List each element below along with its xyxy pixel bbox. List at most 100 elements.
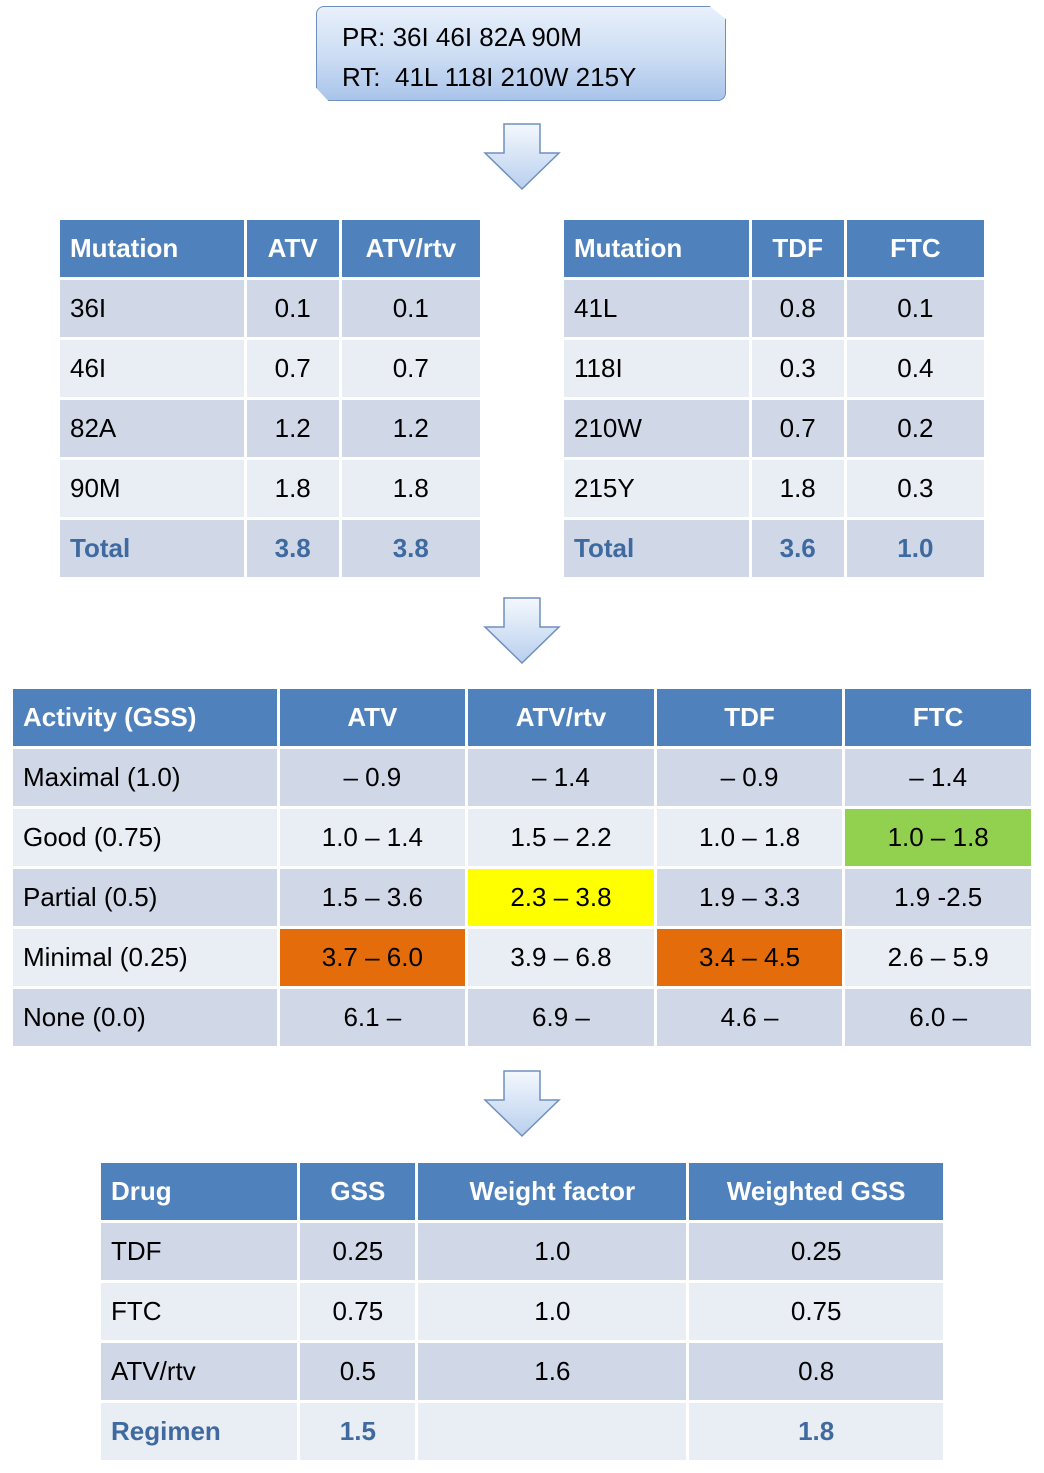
total-label: Regimen bbox=[101, 1403, 298, 1460]
column-header: ATV/rtv bbox=[341, 220, 480, 277]
score-cell: 0.1 bbox=[846, 280, 984, 337]
range-cell: 1.9 – 3.3 bbox=[656, 869, 843, 926]
total-value bbox=[418, 1403, 687, 1460]
range-cell: 1.0 – 1.8 bbox=[845, 809, 1031, 866]
table-row: FTC 0.75 1.0 0.75 bbox=[101, 1283, 943, 1340]
score-cell: 0.1 bbox=[246, 280, 339, 337]
weighted-gss-cell: 0.25 bbox=[689, 1223, 943, 1280]
drug-cell: ATV/rtv bbox=[101, 1343, 298, 1400]
table-row: 118I 0.3 0.4 bbox=[564, 340, 984, 397]
total-value: 3.8 bbox=[341, 520, 480, 577]
total-value: 3.6 bbox=[751, 520, 844, 577]
column-header: TDF bbox=[751, 220, 844, 277]
range-cell: 2.6 – 5.9 bbox=[845, 929, 1031, 986]
total-value: 1.8 bbox=[689, 1403, 943, 1460]
score-cell: 1.8 bbox=[751, 460, 844, 517]
column-header: ATV/rtv bbox=[468, 689, 654, 746]
score-cell: 0.7 bbox=[751, 400, 844, 457]
activity-level-label: None (0.0) bbox=[13, 989, 277, 1046]
range-cell: 1.0 – 1.4 bbox=[279, 809, 466, 866]
table-row: 46I 0.7 0.7 bbox=[60, 340, 480, 397]
total-row: Total 3.6 1.0 bbox=[564, 520, 984, 577]
table-row: 41L 0.8 0.1 bbox=[564, 280, 984, 337]
column-header: Activity (GSS) bbox=[13, 689, 277, 746]
column-header: TDF bbox=[656, 689, 843, 746]
score-cell: 1.2 bbox=[246, 400, 339, 457]
total-row: Regimen 1.5 1.8 bbox=[101, 1403, 943, 1460]
mutation-cell: 210W bbox=[564, 400, 749, 457]
range-cell: 3.7 – 6.0 bbox=[279, 929, 466, 986]
weight-cell: 1.6 bbox=[418, 1343, 687, 1400]
column-header: Weight factor bbox=[418, 1163, 687, 1220]
table-row: Partial (0.5) 1.5 – 3.6 2.3 – 3.8 1.9 – … bbox=[13, 869, 1031, 926]
score-cell: 0.3 bbox=[846, 460, 984, 517]
rt-mutation-score-table: Mutation TDF FTC 41L 0.8 0.1 118I 0.3 0.… bbox=[561, 217, 987, 580]
range-cell: 4.6 – bbox=[656, 989, 843, 1046]
range-cell: 1.5 – 3.6 bbox=[279, 869, 466, 926]
drug-cell: FTC bbox=[101, 1283, 298, 1340]
mutation-cell: 82A bbox=[60, 400, 244, 457]
score-cell: 1.8 bbox=[341, 460, 480, 517]
table-row: Minimal (0.25) 3.7 – 6.0 3.9 – 6.8 3.4 –… bbox=[13, 929, 1031, 986]
range-cell: – 1.4 bbox=[845, 749, 1031, 806]
drug-cell: TDF bbox=[101, 1223, 298, 1280]
regimen-gss-table: Drug GSS Weight factor Weighted GSS TDF … bbox=[98, 1160, 946, 1463]
activity-level-label: Partial (0.5) bbox=[13, 869, 277, 926]
weighted-gss-cell: 0.8 bbox=[689, 1343, 943, 1400]
weight-cell: 1.0 bbox=[418, 1283, 687, 1340]
column-header: FTC bbox=[846, 220, 984, 277]
range-cell: 6.1 – bbox=[279, 989, 466, 1046]
table-row: 215Y 1.8 0.3 bbox=[564, 460, 984, 517]
column-header: Weighted GSS bbox=[689, 1163, 943, 1220]
total-row: Total 3.8 3.8 bbox=[60, 520, 480, 577]
mutation-cell: 36I bbox=[60, 280, 244, 337]
score-cell: 0.4 bbox=[846, 340, 984, 397]
column-header: GSS bbox=[300, 1163, 416, 1220]
mutation-cell: 118I bbox=[564, 340, 749, 397]
rt-mutations-line: RT: 41L 118I 210W 215Y bbox=[342, 62, 637, 92]
activity-level-label: Maximal (1.0) bbox=[13, 749, 277, 806]
range-cell: 1.9 -2.5 bbox=[845, 869, 1031, 926]
column-header: FTC bbox=[845, 689, 1031, 746]
gss-cell: 0.5 bbox=[300, 1343, 416, 1400]
range-cell: 1.5 – 2.2 bbox=[468, 809, 654, 866]
table-row: 82A 1.2 1.2 bbox=[60, 400, 480, 457]
table-row: TDF 0.25 1.0 0.25 bbox=[101, 1223, 943, 1280]
range-cell: 3.4 – 4.5 bbox=[656, 929, 843, 986]
total-value: 1.5 bbox=[300, 1403, 416, 1460]
table-row: Good (0.75) 1.0 – 1.4 1.5 – 2.2 1.0 – 1.… bbox=[13, 809, 1031, 866]
score-cell: 0.7 bbox=[246, 340, 339, 397]
score-cell: 0.1 bbox=[341, 280, 480, 337]
range-cell: 6.9 – bbox=[468, 989, 654, 1046]
table-row: 90M 1.8 1.8 bbox=[60, 460, 480, 517]
table-header-row: Mutation ATV ATV/rtv bbox=[60, 220, 480, 277]
activity-level-label: Good (0.75) bbox=[13, 809, 277, 866]
mutation-cell: 215Y bbox=[564, 460, 749, 517]
total-value: 1.0 bbox=[846, 520, 984, 577]
total-label: Total bbox=[60, 520, 244, 577]
column-header: Mutation bbox=[564, 220, 749, 277]
score-cell: 0.7 bbox=[341, 340, 480, 397]
column-header: Mutation bbox=[60, 220, 244, 277]
table-header-row: Activity (GSS) ATV ATV/rtv TDF FTC bbox=[13, 689, 1031, 746]
score-cell: 0.3 bbox=[751, 340, 844, 397]
score-cell: 1.2 bbox=[341, 400, 480, 457]
range-cell: 2.3 – 3.8 bbox=[468, 869, 654, 926]
range-cell: 3.9 – 6.8 bbox=[468, 929, 654, 986]
mutation-cell: 41L bbox=[564, 280, 749, 337]
range-cell: 1.0 – 1.8 bbox=[656, 809, 843, 866]
total-value: 3.8 bbox=[246, 520, 339, 577]
mutation-cell: 46I bbox=[60, 340, 244, 397]
score-cell: 1.8 bbox=[246, 460, 339, 517]
gss-cell: 0.75 bbox=[300, 1283, 416, 1340]
table-row: 36I 0.1 0.1 bbox=[60, 280, 480, 337]
weight-cell: 1.0 bbox=[418, 1223, 687, 1280]
score-cell: 0.8 bbox=[751, 280, 844, 337]
table-row: Maximal (1.0) – 0.9 – 1.4 – 0.9 – 1.4 bbox=[13, 749, 1031, 806]
column-header: ATV bbox=[279, 689, 466, 746]
range-cell: – 1.4 bbox=[468, 749, 654, 806]
range-cell: – 0.9 bbox=[279, 749, 466, 806]
range-cell: – 0.9 bbox=[656, 749, 843, 806]
score-cell: 0.2 bbox=[846, 400, 984, 457]
gss-cell: 0.25 bbox=[300, 1223, 416, 1280]
